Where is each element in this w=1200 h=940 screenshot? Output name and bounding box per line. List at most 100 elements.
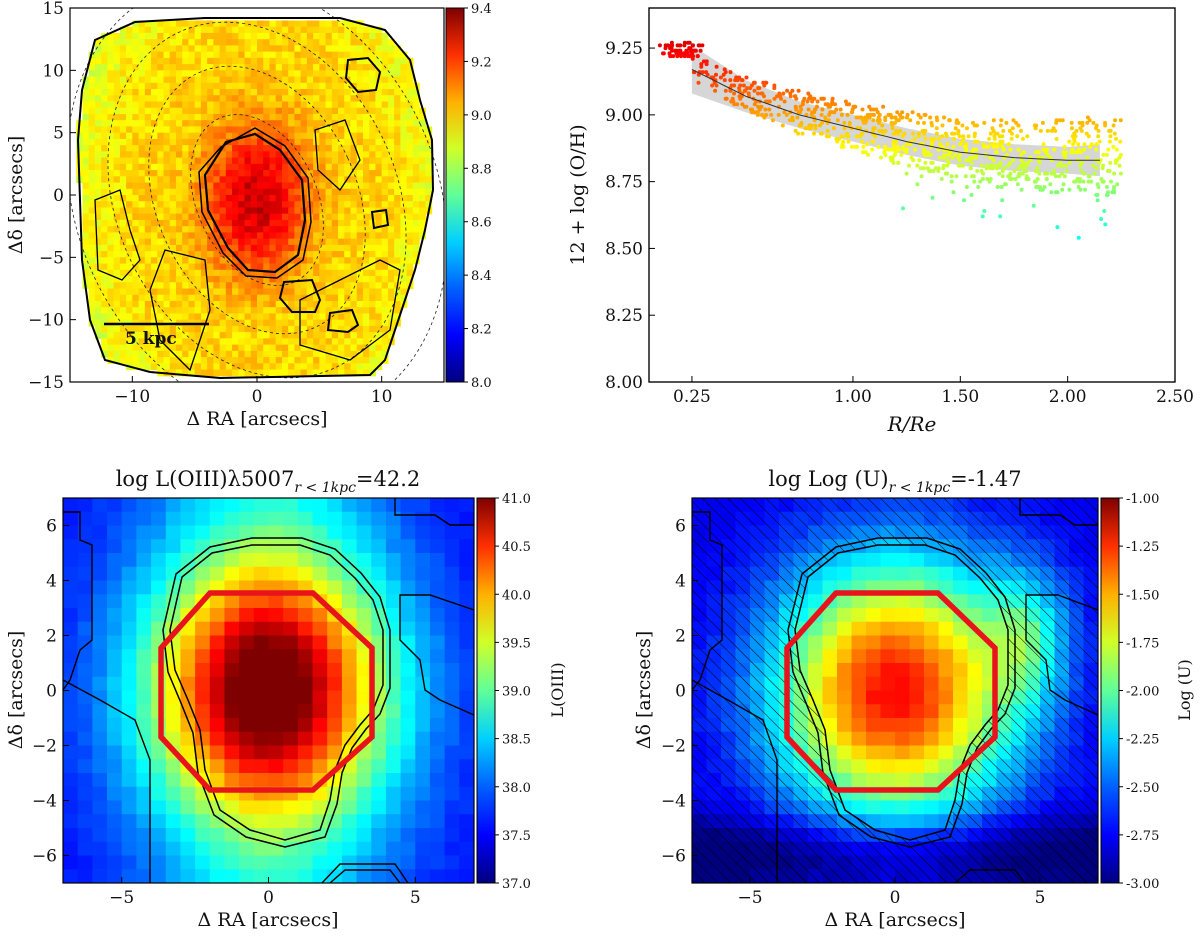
metallicity-pixel (319, 251, 327, 258)
metallicity-pixel (369, 57, 377, 65)
metallicity-pixel (294, 101, 302, 109)
metallicity-pixel (113, 39, 121, 46)
metallicity-pixel (169, 195, 177, 202)
metallicity-pixel (400, 288, 408, 296)
metallicity-pixel (194, 20, 202, 28)
oiii-pixel (268, 704, 284, 719)
metallicity-pixel (163, 57, 171, 65)
metallicity-pixel (82, 207, 90, 215)
metallicity-pixel (113, 51, 121, 59)
oiii-pixel (385, 594, 402, 609)
metallicity-pixel (238, 138, 246, 146)
metallicity-pixel (319, 95, 327, 103)
oiii-pixel (195, 498, 211, 513)
metallicity-pixel (412, 201, 420, 209)
gradient-point (851, 104, 856, 109)
metallicity-cbar-tick-label: 9.0 (471, 109, 492, 124)
oiii-pixel (400, 869, 416, 883)
metallicity-pixel (263, 238, 271, 246)
metallicity-pixel (157, 313, 165, 321)
metallicity-pixel (163, 282, 171, 290)
metallicity-pixel (132, 294, 140, 302)
metallicity-pixel (412, 157, 420, 165)
gradient-point (974, 147, 979, 152)
oiii-pixel (444, 745, 460, 760)
metallicity-pixel (275, 70, 283, 78)
metallicity-pixel (207, 338, 214, 346)
oiii-title-value: =42.2 (356, 467, 420, 491)
gradient-point (889, 158, 894, 163)
metallicity-pixel (281, 319, 289, 327)
metallicity-pixel (219, 26, 227, 34)
metallicity-pixel (257, 350, 264, 358)
metallicity-pixel (151, 182, 158, 190)
metallicity-pixel (356, 120, 364, 128)
metallicity-pixel (406, 145, 414, 152)
oiii-pixel (459, 594, 474, 609)
gradient-point (1016, 174, 1021, 179)
metallicity-pixel (275, 89, 283, 96)
metallicity-pixel (338, 76, 345, 84)
metallicity-pixel (107, 307, 115, 315)
metallicity-pixel (369, 45, 377, 53)
metallicity-pixel (182, 95, 190, 103)
metallicity-pixel (113, 188, 121, 196)
metallicity-pixel (213, 101, 221, 109)
gradient-point (745, 86, 750, 91)
metallicity-pixel (232, 101, 239, 109)
metallicity-pixel (362, 45, 370, 53)
metallicity-pixel (375, 39, 383, 46)
gradient-point (1102, 209, 1107, 213)
oiii-pixel (341, 690, 358, 705)
oiii-pixel (400, 690, 416, 705)
oiii-pixel (180, 594, 196, 609)
metallicity-pixel (151, 101, 158, 109)
metallicity-pixel (306, 120, 314, 128)
metallicity-pixel (381, 101, 389, 109)
oiii-cbar-tick-label: 41.0 (502, 492, 531, 507)
metallicity-pixel (269, 294, 277, 302)
metallicity-pixel (294, 276, 302, 283)
metallicity-pixel (344, 238, 352, 246)
metallicity-pixel (294, 282, 302, 290)
metallicity-pixel (356, 163, 364, 171)
gradient-point (982, 120, 987, 125)
metallicity-pixel (313, 300, 320, 308)
metallicity-pixel (188, 57, 196, 65)
metallicity-pixel (269, 89, 277, 96)
metallicity-pixel (362, 138, 370, 146)
gradient-point (1010, 126, 1015, 131)
oiii-pixel (268, 621, 284, 637)
metallicity-pixel (225, 89, 233, 96)
metallicity-pixel (394, 138, 401, 146)
gradient-point (991, 158, 996, 163)
metallicity-pixel (350, 45, 358, 53)
metallicity-pixel (76, 151, 84, 159)
metallicity-pixel (331, 70, 339, 78)
metallicity-pixel (338, 325, 345, 333)
metallicity-pixel (163, 269, 171, 277)
gradient-point (1069, 126, 1074, 131)
gradient-point (815, 99, 820, 104)
metallicity-pixel (107, 170, 115, 177)
metallicity-pixel (219, 369, 227, 377)
metallicity-pixel (219, 126, 227, 134)
metallicity-pixel (269, 325, 277, 333)
metallicity-pixel (288, 195, 295, 202)
metallicity-pixel (331, 350, 339, 358)
oiii-pixel (268, 745, 284, 760)
metallicity-pixel (306, 307, 314, 315)
oiii-pixel (224, 525, 240, 540)
gradient-point (992, 144, 996, 149)
panel-oiii: log L(OIII)λ5007r < 1kpc=42.2 −5 0 5 6420−… (5, 467, 567, 931)
oiii-pixel (209, 676, 226, 692)
metallicity-pixel (387, 95, 395, 103)
metallicity-pixel (157, 276, 165, 283)
metallicity-pixel (362, 188, 370, 196)
metallicity-pixel (232, 369, 239, 377)
metallicity-pixel (257, 325, 264, 333)
oiii-xtick-label: −5 (109, 888, 134, 908)
metallicity-pixel (175, 244, 183, 252)
metallicity-pixel (362, 350, 370, 358)
metallicity-pixel (200, 39, 208, 46)
